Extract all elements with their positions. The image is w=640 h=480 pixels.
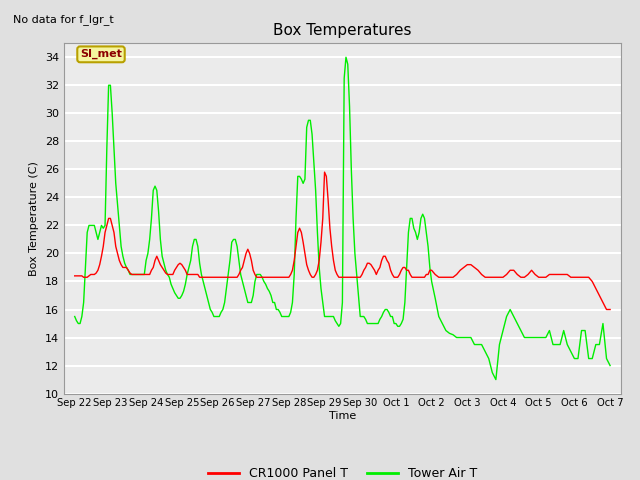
X-axis label: Time: Time (329, 411, 356, 421)
Title: Box Temperatures: Box Temperatures (273, 23, 412, 38)
Legend: CR1000 Panel T, Tower Air T: CR1000 Panel T, Tower Air T (203, 462, 482, 480)
Text: No data for f_lgr_t: No data for f_lgr_t (13, 14, 113, 25)
Text: SI_met: SI_met (80, 49, 122, 60)
Y-axis label: Box Temperature (C): Box Temperature (C) (29, 161, 39, 276)
